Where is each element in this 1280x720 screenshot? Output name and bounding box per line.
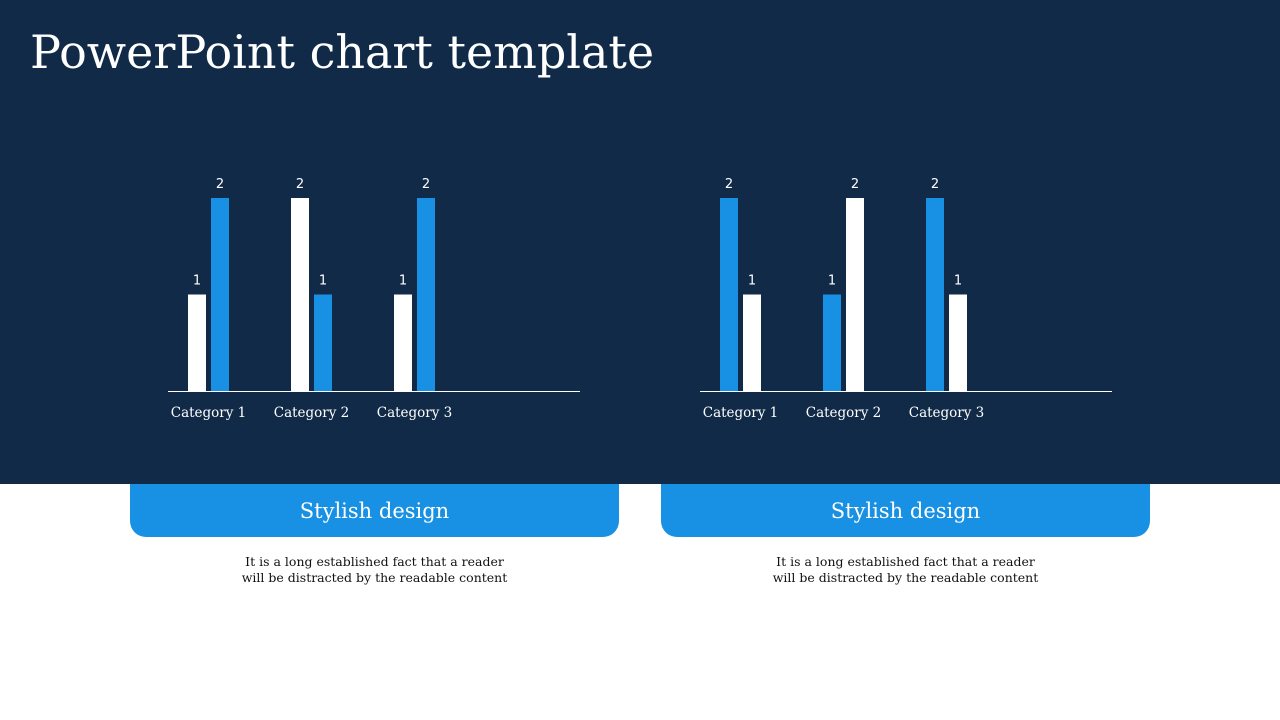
card-heading-left: Stylish design xyxy=(130,484,619,537)
chart-svg: 1 2 Category 1 2 1 Category 2 1 2 Category 3 xyxy=(168,177,580,421)
data-label: 1 xyxy=(319,274,327,289)
category-label: Category 2 xyxy=(274,405,350,421)
data-label: 1 xyxy=(399,274,407,289)
bar xyxy=(211,198,229,391)
category-label: Category 2 xyxy=(806,405,882,421)
card-description-right: It is a long established fact that a rea… xyxy=(661,554,1150,586)
category-label: Category 3 xyxy=(377,405,453,421)
chart-svg: 2 1 Category 1 1 2 Category 2 2 1 Category 3 xyxy=(700,177,1112,421)
bar xyxy=(291,198,309,391)
bar-chart-left: 1 2 Category 1 2 1 Category 2 1 2 Category 3 xyxy=(160,150,620,440)
data-label: 1 xyxy=(193,274,201,289)
description-line: It is a long established fact that a rea… xyxy=(245,554,504,569)
category-label: Category 1 xyxy=(171,405,247,421)
bar xyxy=(949,294,967,391)
description-line: will be distracted by the readable conte… xyxy=(772,570,1039,585)
data-label: 2 xyxy=(725,177,733,192)
data-label: 2 xyxy=(216,177,224,192)
card-description-left: It is a long established fact that a rea… xyxy=(130,554,619,586)
bar xyxy=(188,294,206,391)
data-label: 2 xyxy=(422,177,430,192)
bar xyxy=(314,294,332,391)
card-heading-right: Stylish design xyxy=(661,484,1150,537)
data-label: 1 xyxy=(748,274,756,289)
card-heading-text: Stylish design xyxy=(299,498,450,523)
card-heading-text: Stylish design xyxy=(830,498,981,523)
bar xyxy=(823,294,841,391)
slide-title: PowerPoint chart template xyxy=(30,25,655,79)
bar xyxy=(394,294,412,391)
description-line: will be distracted by the readable conte… xyxy=(241,570,508,585)
bar xyxy=(743,294,761,391)
bar xyxy=(417,198,435,391)
description-line: It is a long established fact that a rea… xyxy=(776,554,1035,569)
data-label: 1 xyxy=(954,274,962,289)
category-label: Category 3 xyxy=(909,405,985,421)
data-label: 2 xyxy=(931,177,939,192)
data-label: 1 xyxy=(828,274,836,289)
category-label: Category 1 xyxy=(703,405,779,421)
bar xyxy=(846,198,864,391)
bar xyxy=(720,198,738,391)
data-label: 2 xyxy=(296,177,304,192)
data-label: 2 xyxy=(851,177,859,192)
bar-chart-right: 2 1 Category 1 1 2 Category 2 2 1 Category 3 xyxy=(692,150,1152,440)
bar xyxy=(926,198,944,391)
